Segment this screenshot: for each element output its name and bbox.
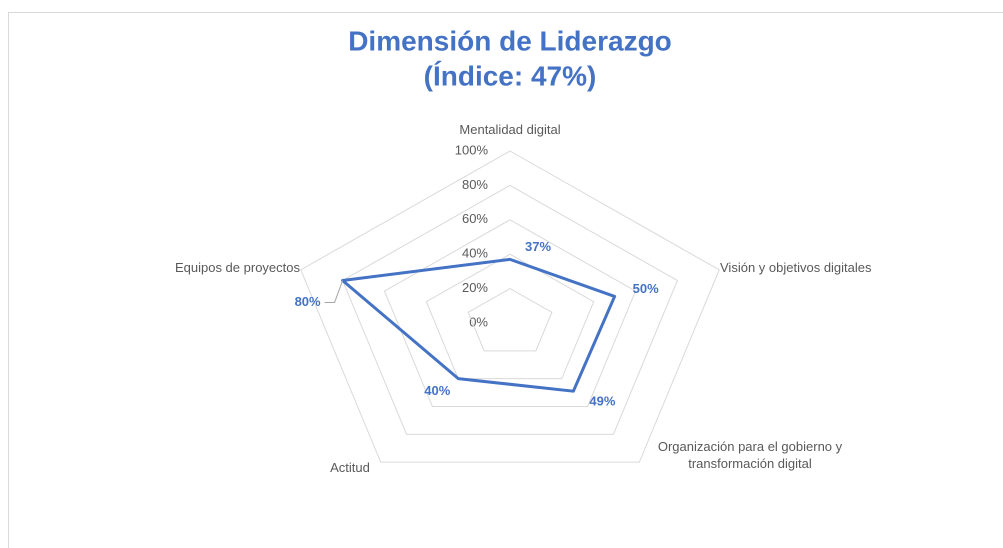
category-label: Visión y objetivos digitales — [720, 260, 872, 275]
data-label: 40% — [424, 383, 450, 398]
grid-ring — [383, 219, 637, 407]
grid-ring — [467, 288, 553, 352]
r-tick-label: 80% — [462, 177, 488, 192]
data-label: 80% — [295, 294, 321, 309]
data-label: 50% — [633, 281, 659, 296]
leader-line — [324, 280, 344, 303]
r-tick-label: 40% — [462, 246, 488, 261]
series-line — [341, 257, 617, 393]
data-label: 37% — [525, 239, 551, 254]
r-tick-label: 20% — [462, 280, 488, 295]
category-label: Actitud — [330, 460, 370, 475]
r-tick-label: 100% — [455, 142, 489, 157]
data-label: 49% — [589, 394, 615, 409]
grid-ring — [425, 253, 595, 380]
category-label: Equipos de proyectos — [174, 260, 300, 275]
grid-ring — [300, 150, 720, 463]
category-label: Mentalidad digital — [459, 122, 561, 137]
category-label: Organización para el gobierno y transfor… — [657, 439, 843, 471]
grid-ring — [341, 184, 679, 435]
chart-frame — [8, 12, 1003, 548]
chart-title: Dimensión de Liderazgo — [348, 25, 672, 56]
r-tick-label: 60% — [462, 211, 488, 226]
chart-title: (Índice: 47%) — [424, 60, 597, 91]
